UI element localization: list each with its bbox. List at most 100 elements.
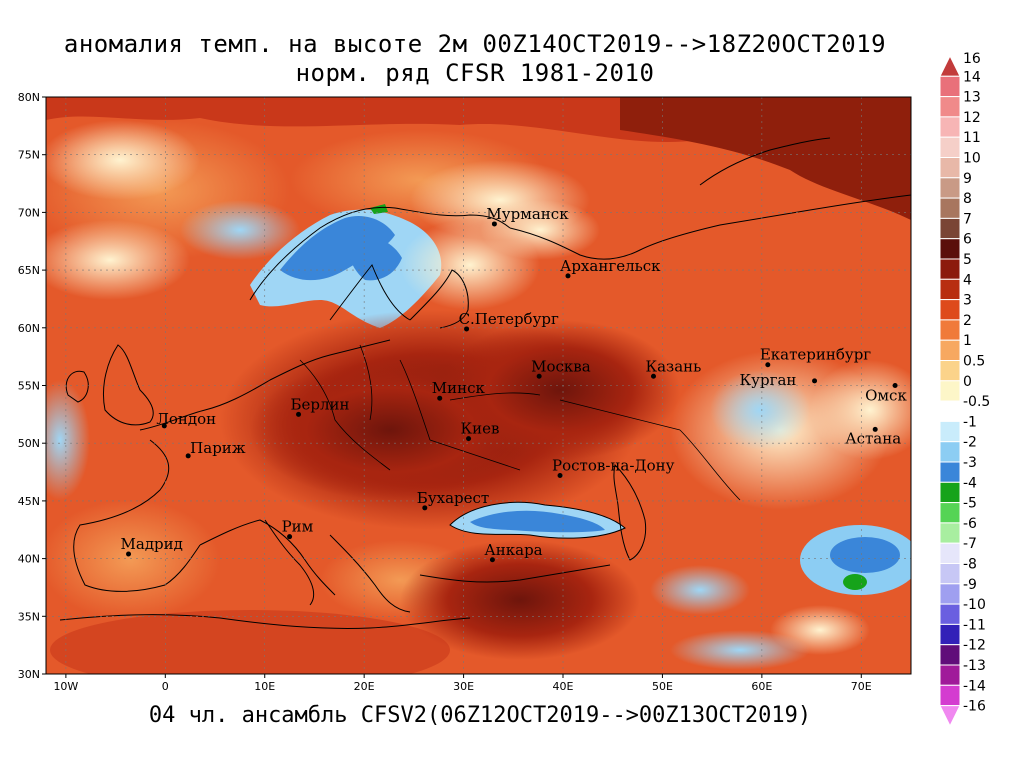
city-label: Мурманск xyxy=(486,205,569,223)
city-label: Ростов-на-Дону xyxy=(552,457,675,475)
colorbar-cell xyxy=(939,157,961,179)
colorbar-label: 0 xyxy=(963,374,972,390)
colorbar-label: 3 xyxy=(963,293,972,309)
colorbar-label: -10 xyxy=(963,597,986,613)
city-label: Берлин xyxy=(291,395,350,413)
lon-tick-label: 20E xyxy=(354,680,375,693)
city-label: Архангельск xyxy=(560,257,661,275)
lon-tick-label: 0 xyxy=(162,680,169,693)
colorbar-label: 14 xyxy=(963,69,981,85)
colorbar-cell xyxy=(939,644,961,666)
colorbar-cell xyxy=(939,481,961,504)
lat-tick-label: 80N xyxy=(18,91,40,104)
city-marker xyxy=(464,326,470,332)
colorbar-cell xyxy=(939,400,961,422)
colorbar-label: 7 xyxy=(963,211,972,227)
city-label: Киев xyxy=(461,420,500,438)
city-marker xyxy=(437,395,443,401)
lon-tick-label: 30E xyxy=(453,680,474,693)
lat-tick-label: 55N xyxy=(18,380,40,393)
city-marker xyxy=(536,373,542,379)
colorbar-label: -14 xyxy=(963,678,986,694)
city-label: Бухарест xyxy=(417,489,489,507)
colorbar-label: 2 xyxy=(963,313,972,329)
colorbar-label: -0.5 xyxy=(963,394,990,410)
colorbar-cell xyxy=(939,420,961,443)
colorbar-label: 9 xyxy=(963,171,972,187)
colorbar-label: -1 xyxy=(963,414,977,430)
city-label: Омск xyxy=(865,387,907,405)
colorbar-label: 11 xyxy=(963,130,981,146)
lat-tick-label: 65N xyxy=(18,264,40,277)
colorbar-cell xyxy=(939,522,961,544)
colorbar-cell xyxy=(939,542,961,565)
colorbar: 16 14 13 12 11 10 9 8 7 6 5 4 3 2 1 0.5 0 -0.5 -1 -2 -3 -4 -5 -… xyxy=(939,51,990,728)
colorbar-cell xyxy=(939,380,961,402)
lat-tick-label: 70N xyxy=(18,206,40,219)
colorbar-label: 10 xyxy=(963,151,981,167)
colorbar-label: -5 xyxy=(963,496,977,512)
colorbar-label: 16 xyxy=(963,51,981,67)
colorbar-cell xyxy=(939,116,961,138)
colorbar-cell xyxy=(939,441,961,463)
lat-tick-label: 40N xyxy=(18,553,40,566)
colorbar-cell xyxy=(939,54,961,77)
colorbar-label: -16 xyxy=(963,699,986,715)
colorbar-cell xyxy=(939,319,961,341)
city-label: Астана xyxy=(845,429,901,447)
city-marker xyxy=(872,426,878,432)
colorbar-cell xyxy=(939,583,961,605)
lon-tick-label: 50E xyxy=(652,680,673,693)
city-marker xyxy=(185,453,191,459)
city-label: С.Петербург xyxy=(459,310,559,328)
colorbar-label: 12 xyxy=(963,110,981,126)
lat-tick-label: 75N xyxy=(18,149,40,162)
colorbar-label: -6 xyxy=(963,516,977,532)
city-label: Мадрид xyxy=(121,535,183,553)
city-marker xyxy=(565,273,571,279)
colorbar-label: 13 xyxy=(963,90,981,106)
latitude-ticks: 80N 75N 70N 65N 60N 55N 50N 45N 40N 35N 30N xyxy=(18,91,46,681)
colorbar-cell xyxy=(939,278,961,301)
city-label: Минск xyxy=(432,379,486,397)
colorbar-label: 4 xyxy=(963,272,972,288)
colorbar-cell xyxy=(939,238,961,260)
city-label: Лондон xyxy=(156,410,216,428)
lon-tick-label: 40E xyxy=(553,680,574,693)
colorbar-label: -7 xyxy=(963,536,977,552)
colorbar-label: -4 xyxy=(963,475,977,491)
colorbar-label: -3 xyxy=(963,455,977,471)
city-labels: Мурманск Архангельск С.Петербург Москва Каза… xyxy=(121,205,907,563)
colorbar-label: -13 xyxy=(963,658,986,674)
colorbar-cell xyxy=(939,705,961,728)
city-marker xyxy=(296,411,302,417)
coastlines xyxy=(59,137,911,629)
colorbar-cell xyxy=(939,623,961,646)
city-marker xyxy=(489,557,495,563)
city-marker xyxy=(161,423,167,429)
colorbar-label: -11 xyxy=(963,617,986,633)
colorbar-label: 5 xyxy=(963,252,972,268)
lat-tick-label: 35N xyxy=(18,610,40,623)
colorbar-cell xyxy=(939,461,961,483)
city-label: Анкара xyxy=(484,541,542,559)
city-marker xyxy=(650,373,656,379)
city-marker xyxy=(491,221,497,227)
map-title: аномалия темп. на высоте 2м 00Z14OCT2019… xyxy=(63,30,887,58)
colorbar-cell xyxy=(939,603,961,625)
city-label: Екатеринбург xyxy=(760,346,871,364)
city-marker xyxy=(287,534,293,540)
colorbar-cell xyxy=(939,299,961,321)
colorbar-cell xyxy=(939,75,961,98)
lon-tick-label: 60E xyxy=(751,680,772,693)
longitude-ticks: 10W 0 10E 20E 30E 40E 50E 60E 70E xyxy=(53,674,872,693)
ensemble-caption: 04 чл. ансамбль CFSV2(06Z12OCT2019-->00Z… xyxy=(148,703,812,728)
city-label: Москва xyxy=(531,357,591,375)
city-marker xyxy=(765,362,771,368)
city-label: Курган xyxy=(740,371,797,389)
lon-tick-label: 10E xyxy=(254,680,275,693)
colorbar-cell xyxy=(939,664,961,686)
colorbar-cell xyxy=(939,360,961,382)
grid-lines xyxy=(46,97,911,674)
